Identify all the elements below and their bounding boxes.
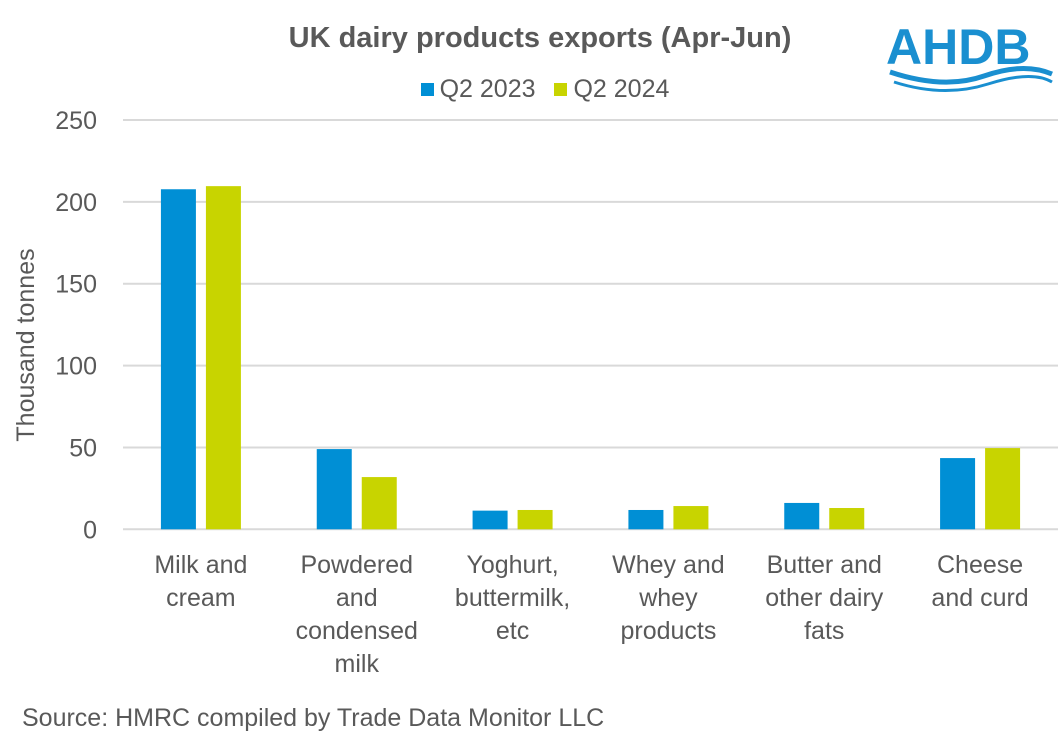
bar-q2-2024 — [361, 477, 397, 530]
bar-q2-2024 — [205, 186, 241, 530]
y-axis-label: Thousand tonnes — [12, 248, 40, 441]
x-tick-label: etc — [496, 617, 529, 645]
svg-text:AHDB: AHDB — [886, 19, 1030, 75]
ahdb-logo: AHDB — [884, 14, 1054, 99]
bar-q2-2023 — [316, 449, 352, 530]
x-tick-label: Yoghurt, — [466, 551, 558, 579]
legend-label: Q2 2024 — [573, 75, 670, 103]
legend-item-2024: Q2 2024 — [554, 75, 669, 104]
x-tick-label: cream — [166, 584, 235, 612]
x-tick-label: products — [620, 617, 716, 645]
bar-q2-2024 — [829, 508, 865, 530]
plot-area: 0 50 100 150 200 250 Thousand tonnes Milk and cr… — [12, 107, 1058, 678]
x-tick-label: fats — [804, 617, 844, 645]
x-tick-label: Cheese — [937, 551, 1023, 579]
x-tick-label: other dairy — [765, 584, 884, 612]
bar-q2-2024 — [673, 506, 709, 530]
bar-q2-2024 — [517, 509, 553, 530]
x-tick-label: whey — [638, 584, 698, 612]
bar-q2-2023 — [628, 509, 664, 530]
x-tick-label: buttermilk, — [455, 584, 570, 612]
chart-title: UK dairy products exports (Apr-Jun) — [288, 22, 792, 54]
bar-q2-2023 — [160, 189, 196, 530]
bar-q2-2023 — [940, 458, 976, 530]
legend-swatch — [554, 83, 568, 96]
x-tick-label: Butter and — [767, 551, 882, 579]
y-tick-label: 250 — [55, 107, 97, 135]
bar-q2-2024 — [985, 448, 1021, 530]
x-tick-label: and curd — [931, 584, 1028, 612]
legend-item-2023: Q2 2023 — [420, 75, 536, 104]
y-tick-label: 100 — [55, 353, 97, 381]
y-tick-label: 150 — [55, 271, 97, 299]
bar-q2-2023 — [472, 510, 508, 530]
legend: Q2 2023 Q2 2024 — [0, 74, 1064, 104]
legend-label: Q2 2023 — [439, 75, 536, 103]
x-tick-label: Powdered — [300, 551, 413, 579]
bar-q2-2023 — [784, 502, 820, 530]
x-tick-label: milk — [335, 650, 380, 678]
y-tick-label: 0 — [83, 516, 97, 544]
x-tick-label: Milk and — [154, 551, 247, 579]
legend-swatch — [420, 83, 434, 96]
x-tick-label: and — [336, 584, 378, 612]
source-note: Source: HMRC compiled by Trade Data Moni… — [22, 704, 605, 732]
y-tick-label: 50 — [69, 434, 97, 462]
y-tick-label: 200 — [55, 189, 97, 217]
x-tick-label: condensed — [296, 617, 418, 645]
x-tick-label: Whey and — [612, 551, 725, 579]
